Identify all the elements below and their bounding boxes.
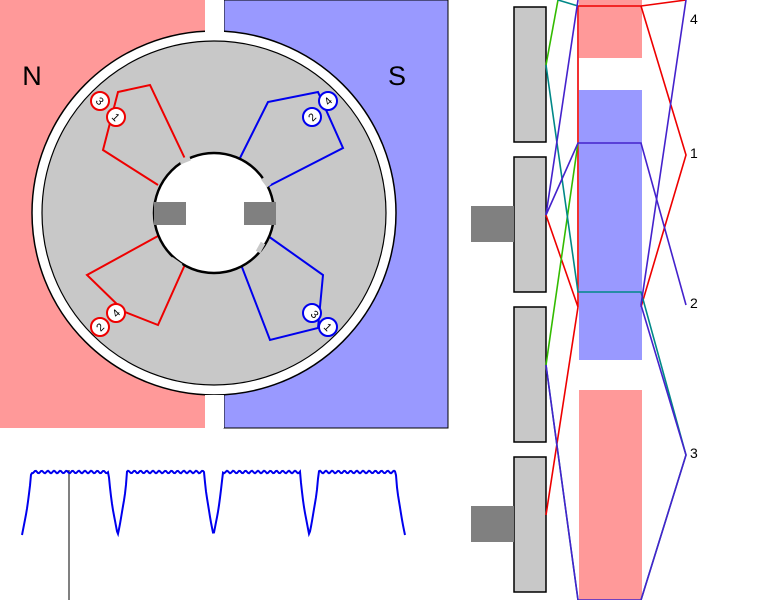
wire-red-c — [640, 5, 687, 308]
stator-gap-bottom — [205, 395, 224, 428]
wire-purple-b — [545, 0, 687, 600]
brush-left — [154, 202, 186, 225]
coil-marker-se-inner: 3 — [302, 303, 322, 323]
wire-green-b — [545, 142, 579, 366]
winding-label-2: 2 — [690, 295, 698, 311]
coil-loop-northeast — [239, 90, 345, 189]
coil-marker-se-outer: 1 — [318, 317, 338, 337]
south-pole-label: S — [388, 61, 406, 91]
commutator-segment-3 — [513, 306, 547, 443]
waveform-panel — [21, 469, 406, 600]
commutator-segment-1 — [513, 6, 547, 143]
north-band-bottom — [579, 390, 642, 600]
winding-label-1: 1 — [690, 145, 698, 161]
commutator-segment-2 — [513, 156, 547, 293]
coil-marker-nw-outer: 3 — [90, 91, 110, 111]
coil-marker-ne-outer: 4 — [318, 91, 338, 111]
coil-marker-sw-outer: 2 — [90, 317, 110, 337]
south-band — [579, 90, 642, 360]
north-band-top — [579, 0, 642, 58]
north-pole-label: N — [22, 61, 42, 91]
brush-upper — [471, 206, 514, 242]
winding-label-3: 3 — [690, 445, 698, 461]
coil-loop-northwest — [101, 83, 188, 186]
coil-markers: 3 1 4 2 2 4 1 3 — [90, 91, 338, 337]
commutator-segment-4 — [513, 456, 547, 593]
brush-lower — [471, 506, 514, 542]
commutator-gaps — [169, 155, 271, 269]
wire-teal-c — [557, 0, 579, 7]
unrolled-winding-diagram: 4 1 2 3 — [471, 0, 698, 600]
wire-purple — [545, 0, 579, 216]
coil-marker-ne-inner: 2 — [302, 107, 322, 127]
wire-green — [545, 0, 559, 66]
waveform-trace — [21, 469, 406, 538]
coil-marker-sw-inner: 4 — [106, 303, 126, 323]
wire-red-b — [545, 306, 579, 516]
wire-purple-c — [545, 142, 687, 306]
coil-loop-southeast — [239, 235, 325, 342]
coil-marker-nw-inner: 1 — [106, 107, 126, 127]
brush-right — [244, 202, 276, 225]
winding-label-4: 4 — [690, 11, 698, 27]
stator-gap-top — [205, 0, 224, 32]
